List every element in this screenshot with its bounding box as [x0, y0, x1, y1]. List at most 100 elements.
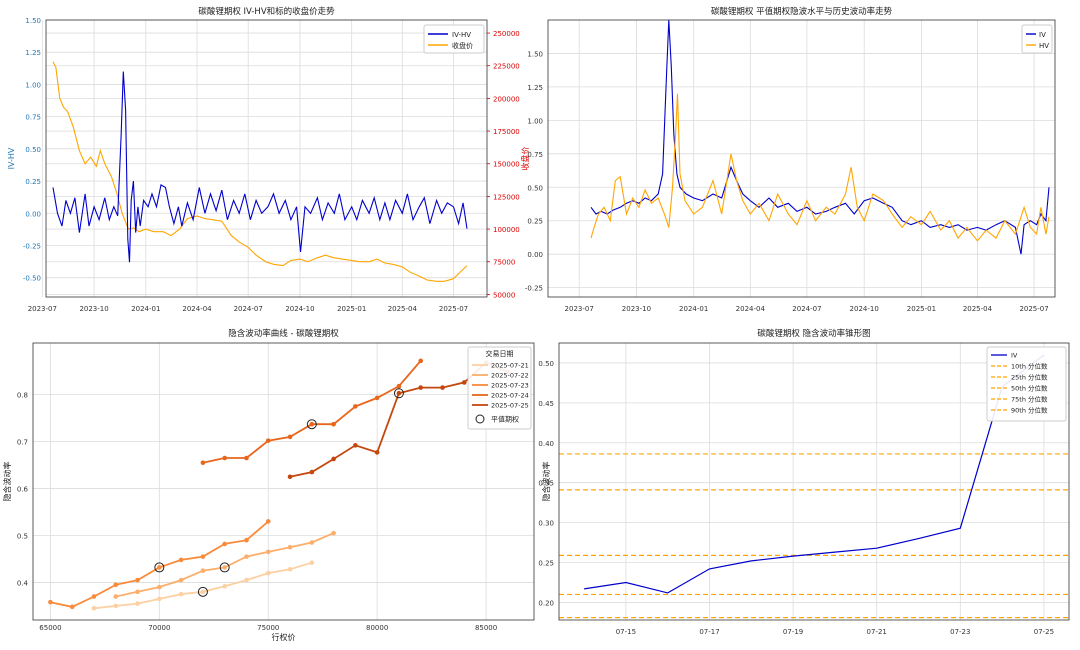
- smile-point: [157, 584, 162, 590]
- atm-marker: [154, 562, 165, 573]
- legend-label: 2025-07-23: [491, 382, 529, 390]
- y2-tick-label: 75000: [493, 259, 515, 267]
- smile-point: [200, 568, 206, 574]
- x-tick-label: 2024-04: [182, 305, 212, 313]
- legend-label: 2025-07-21: [491, 362, 529, 370]
- legend-title: 交易日期: [486, 349, 514, 358]
- plot-frame: [558, 342, 1070, 621]
- panel-iv-cone: 0.20 0.25 0.30 0.35 0.40 0.45 0.50 07-15 07-17 07…: [538, 328, 1070, 636]
- x-tick-label: 2025-07: [1019, 305, 1048, 313]
- x-tick-label: 07-21: [867, 628, 887, 636]
- y-tick-label: 1.00: [527, 117, 543, 125]
- legend-label: 2025-07-24: [491, 392, 529, 400]
- smile-point: [353, 443, 358, 448]
- x-tick-label: 2024-10: [285, 305, 314, 313]
- smile-point: [461, 380, 467, 385]
- y-tick-label: 0.50: [527, 184, 543, 192]
- x-tick-label: 65000: [39, 624, 61, 632]
- y-tick-label: 0.75: [527, 151, 543, 159]
- smile-point: [135, 601, 140, 606]
- x-tick-label: 2025-01: [337, 305, 366, 313]
- panel-iv-hv-history: -0.25 0.00 0.25 0.50 0.75 1.00 1.25 1.50 2023-07…: [525, 6, 1056, 313]
- x-tick-label: 2024-07: [234, 305, 263, 313]
- smile-point: [265, 438, 271, 443]
- smile-point: [200, 554, 206, 559]
- y-tick-label: 1.00: [25, 81, 41, 89]
- legend-label: 2025-07-22: [491, 372, 529, 380]
- smile-point: [113, 603, 119, 609]
- y-tick-label: -0.25: [525, 285, 543, 293]
- smile-point: [222, 541, 227, 547]
- y-tick-label: -0.50: [23, 275, 41, 283]
- smile-point: [265, 549, 271, 555]
- legend-atm-marker: [475, 414, 485, 424]
- y2-axis-label: 收盘价: [520, 147, 530, 171]
- legend-label-close: 收盘价: [452, 41, 473, 50]
- y-tick-label: 1.50: [25, 17, 41, 25]
- y2-tick-label: 50000: [493, 291, 515, 299]
- atm-marker: [219, 562, 230, 573]
- x-tick-label: 85000: [475, 624, 497, 632]
- x-tick-label: 2024-01: [131, 305, 160, 313]
- chart-title: 碳酸锂期权 IV-HV和标的收盘价走势: [198, 6, 335, 17]
- plot-lines: [590, 20, 1050, 255]
- y-axis-label: 隐含波动率: [541, 462, 551, 502]
- smile-point: [157, 565, 162, 570]
- y-tick-label: 0.25: [538, 560, 554, 568]
- y2-tick-label: 150000: [493, 161, 520, 169]
- legend-label-hv: HV: [1039, 42, 1049, 50]
- plot-frame: [45, 19, 488, 298]
- smile-point: [374, 395, 380, 401]
- smile-point: [200, 589, 206, 595]
- x-tick-label: 80000: [366, 624, 388, 632]
- x-tick-label: 2024-07: [792, 305, 821, 313]
- y-tick-label: 0.45: [538, 400, 554, 408]
- y-tick-label: 0.5: [17, 532, 28, 540]
- smile-point: [200, 460, 206, 466]
- y2-tick-label: 175000: [493, 128, 520, 136]
- smile-line-2025-07-24: [202, 360, 422, 464]
- legend-label-iv-hv: IV-HV: [452, 31, 471, 39]
- smile-point: [331, 456, 336, 462]
- x-tick-label: 75000: [257, 624, 279, 632]
- smile-point: [91, 605, 97, 611]
- x-tick-label: 07-23: [950, 628, 970, 636]
- y-tick-label: 1.25: [25, 49, 41, 57]
- x-tick-label: 07-15: [616, 628, 636, 636]
- smile-point: [178, 557, 184, 563]
- y2-tick-label: 200000: [493, 95, 520, 103]
- chart-title: 隐含波动率曲线 - 碳酸锂期权: [228, 328, 339, 339]
- hv-line: [590, 93, 1050, 242]
- legend-label: 10th 分位数: [1011, 362, 1048, 371]
- y-tick-label: 0.00: [527, 251, 543, 259]
- y2-tick-label: 250000: [493, 30, 520, 38]
- close-price-line: [52, 61, 468, 282]
- atm-marker: [306, 419, 317, 430]
- legend-label: 75th 分位数: [1011, 395, 1048, 404]
- x-tick-label: 2025-07: [439, 305, 468, 313]
- smile-point: [309, 421, 315, 427]
- smile-point: [265, 570, 271, 576]
- y-tick-label: -0.25: [23, 242, 41, 250]
- smile-point: [222, 455, 227, 461]
- iv-hv-line: [52, 71, 468, 263]
- smile-point: [244, 455, 249, 461]
- y-tick-label: 1.25: [527, 84, 543, 92]
- chart-title: 碳酸锂期权 隐含波动率锥形图: [757, 328, 870, 339]
- legend: [467, 346, 532, 430]
- smile-point: [396, 390, 402, 396]
- smile-point: [396, 383, 402, 389]
- smile-point: [91, 594, 97, 599]
- x-tick-label: 2024-04: [736, 305, 766, 313]
- legend-label: 2025-07-25: [491, 402, 529, 410]
- iv-line: [584, 354, 1045, 594]
- y-tick-label: 0.50: [538, 360, 554, 368]
- x-tick-label: 07-19: [783, 628, 803, 636]
- smile-point: [135, 589, 140, 595]
- iv-line: [590, 20, 1050, 255]
- x-tick-label: 2023-07: [565, 305, 594, 313]
- y-tick-label: 0.50: [25, 146, 41, 154]
- y-tick-label: 0.25: [25, 178, 41, 186]
- smile-point: [69, 604, 75, 610]
